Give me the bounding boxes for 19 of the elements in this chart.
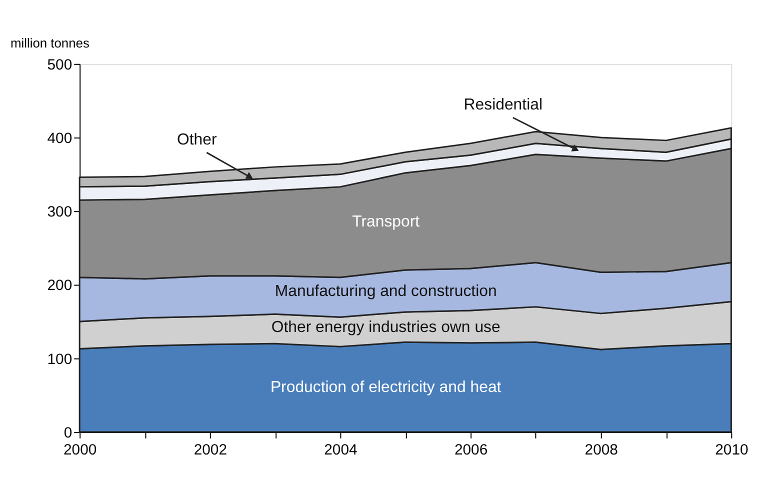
series-label: Production of electricity and heat	[270, 379, 502, 396]
y-tick-label: 500	[47, 56, 72, 74]
y-tick-label: 200	[47, 277, 72, 294]
series-label: Transport	[352, 213, 420, 230]
y-axis-title: million tonnes	[10, 35, 90, 50]
series-label: Other	[176, 132, 218, 149]
y-tick-label: 300	[47, 204, 72, 221]
series-label: Manufacturing and construction	[274, 282, 497, 300]
series-label: Other energy industries own use	[271, 319, 500, 336]
x-tick-label: 2000	[63, 441, 97, 458]
x-tick-label: 2010	[715, 441, 748, 458]
x-tick-label: 2004	[324, 441, 358, 458]
y-tick-label: 0	[64, 424, 72, 442]
y-tick-label: 100	[47, 350, 72, 368]
x-tick-label: 2006	[454, 441, 488, 458]
y-tick-label: 400	[47, 130, 72, 147]
series-label: Residential	[464, 96, 542, 114]
x-tick-label: 2008	[584, 441, 618, 458]
x-tick-label: 2002	[194, 441, 227, 458]
